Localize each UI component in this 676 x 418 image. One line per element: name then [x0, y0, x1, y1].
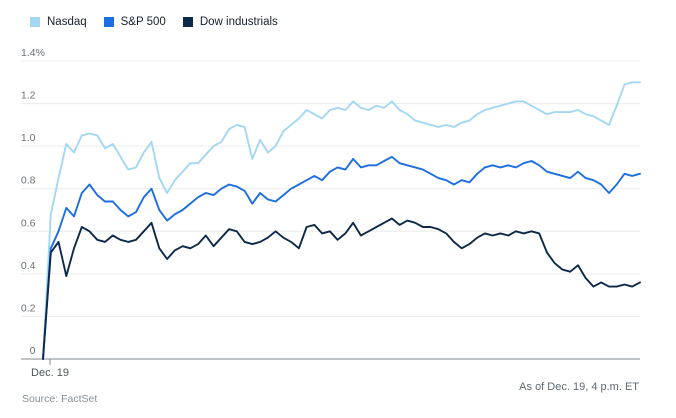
source-note: Source: FactSet	[22, 393, 98, 405]
as-of-note: As of Dec. 19, 4 p.m. ET	[519, 381, 639, 393]
dow-swatch-icon	[182, 17, 193, 27]
nasdaq-swatch-icon	[30, 17, 40, 27]
y-tick-label: 0.4	[21, 260, 36, 272]
legend-item-sp500: S&P 500	[103, 16, 166, 28]
chart-legend: Nasdaq S&P 500 Dow industrials	[30, 16, 278, 28]
y-tick-label: 1.0	[21, 132, 36, 144]
y-tick-label: 1.2	[21, 90, 36, 102]
legend-label-nasdaq: Nasdaq	[47, 16, 87, 28]
legend-item-dow: Dow industrials	[182, 16, 278, 28]
sp500-swatch-icon	[103, 17, 114, 27]
series-line-dow-industrials	[42, 217, 641, 360]
y-tick-label: 0.8	[21, 175, 36, 187]
x-tick-label: Dec. 19	[31, 367, 69, 379]
y-tick-label: 0	[30, 345, 36, 357]
y-tick-label: 0.6	[21, 217, 36, 229]
legend-label-dow: Dow industrials	[199, 16, 278, 28]
series-line-nasdaq	[42, 81, 641, 360]
y-tick-label: 0.2	[21, 302, 36, 314]
legend-item-nasdaq: Nasdaq	[30, 16, 87, 28]
series-line-s-p-500	[42, 155, 641, 360]
legend-label-sp500: S&P 500	[120, 16, 166, 28]
y-tick-label: 1.4%	[21, 47, 45, 59]
